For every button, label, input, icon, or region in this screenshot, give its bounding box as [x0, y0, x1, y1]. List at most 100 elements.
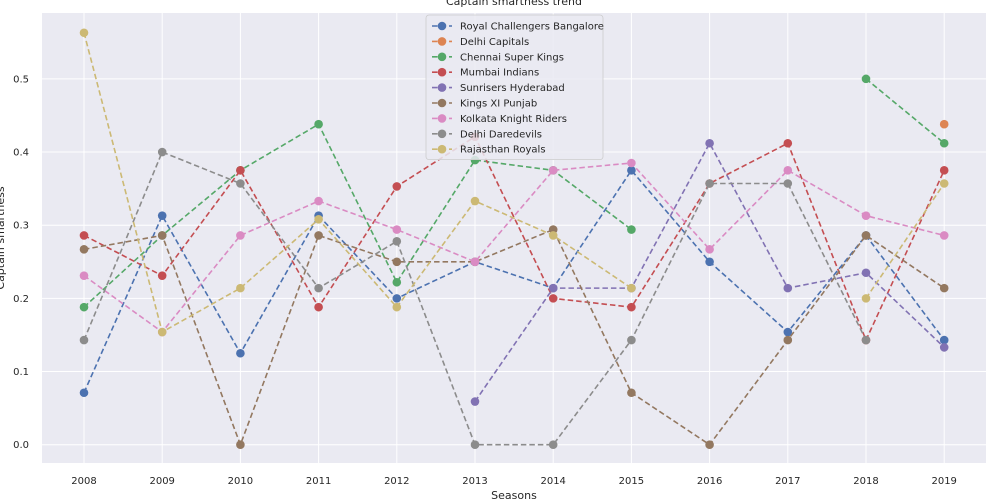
legend-marker — [437, 114, 447, 123]
series-line — [83, 162, 945, 334]
data-point — [627, 166, 636, 175]
tick-labels: 0.0 0.1 0.2 0.3 0.4 0.5 2008 2009 2010 2011 2012 20… — [13, 74, 957, 487]
data-point — [157, 327, 167, 337]
legend-marker — [437, 98, 447, 108]
data-point — [861, 294, 871, 303]
data-point — [705, 179, 714, 188]
series-rajasthan-royals — [79, 28, 949, 337]
data-point — [236, 348, 245, 358]
x-tick-label: 2018 — [853, 476, 878, 487]
y-axis-label: Captain smartness — [0, 186, 7, 289]
data-point — [627, 225, 636, 234]
x-tick-label: 2015 — [619, 476, 644, 487]
x-tick-label: 2010 — [228, 476, 253, 487]
legend-label: Royal Challengers Bangalore — [460, 22, 604, 33]
data-point — [314, 283, 323, 293]
x-tick-label: 2011 — [306, 476, 331, 487]
legend-marker — [437, 144, 447, 154]
legend-box — [425, 14, 604, 161]
data-point — [939, 166, 949, 175]
legend-marker — [437, 129, 447, 139]
series-line — [83, 32, 632, 334]
data-point — [939, 231, 949, 240]
data-point — [392, 236, 402, 246]
legend-label: Chennai Super Kings — [460, 52, 564, 63]
y-tick-label: 0.4 — [13, 148, 29, 159]
legend-item: Delhi Capitals — [432, 37, 529, 48]
y-tick-label: 0.1 — [13, 367, 29, 378]
data-point — [314, 196, 323, 206]
legend-marker — [437, 21, 447, 31]
data-point — [157, 147, 167, 157]
x-tick-label: 2012 — [384, 476, 409, 487]
data-point — [392, 257, 402, 267]
data-point — [236, 231, 245, 240]
legend-item: Chennai Super Kings — [432, 52, 564, 63]
x-tick-label: 2014 — [540, 476, 565, 487]
data-point — [392, 182, 402, 191]
data-point — [939, 283, 949, 293]
x-tick-label: 2009 — [149, 476, 174, 487]
data-point — [236, 179, 245, 188]
legend-marker — [437, 67, 447, 77]
legend-label: Delhi Capitals — [460, 37, 529, 48]
data-point — [392, 302, 402, 312]
legend-item: Royal Challengers Bangalore — [432, 22, 604, 33]
y-tick-label: 0.2 — [13, 294, 29, 305]
x-tick-label: 2013 — [462, 476, 487, 487]
data-point — [627, 158, 636, 168]
data-point — [939, 179, 949, 188]
data-point — [314, 302, 323, 312]
data-point — [470, 257, 480, 267]
legend: Royal Challengers Bangalore Delhi Capital… — [425, 14, 604, 161]
series-line — [83, 228, 945, 447]
data-point — [157, 211, 167, 220]
legend-label: Mumbai Indians — [460, 68, 539, 79]
series-line — [865, 183, 945, 299]
data-point — [470, 196, 480, 206]
data-point — [79, 388, 89, 398]
data-point — [783, 166, 793, 175]
data-point — [548, 231, 558, 240]
data-point — [705, 257, 714, 267]
data-point — [79, 271, 89, 280]
data-point — [79, 302, 89, 312]
data-point — [392, 294, 402, 303]
data-point — [470, 397, 480, 406]
legend-item: Delhi Daredevils — [432, 129, 542, 140]
series-line — [83, 168, 945, 394]
data-point — [548, 294, 558, 303]
data-point — [79, 231, 89, 240]
y-tick-label: 0.5 — [13, 74, 29, 85]
data-point — [939, 335, 949, 345]
data-point — [236, 283, 245, 293]
legend-label: Kolkata Knight Riders — [460, 114, 567, 125]
series-line — [83, 123, 632, 308]
data-point — [314, 215, 323, 224]
data-point — [939, 119, 949, 129]
data-point — [79, 28, 89, 38]
x-tick-label: 2017 — [775, 476, 800, 487]
legend-marker — [437, 52, 447, 62]
x-tick-label: 2016 — [697, 476, 722, 487]
x-tick-label: 2019 — [931, 476, 956, 487]
legend-item: Rajasthan Royals — [432, 145, 546, 156]
data-point — [861, 335, 871, 345]
legend-item: Kolkata Knight Riders — [432, 114, 567, 125]
y-tick-label: 0.3 — [13, 221, 29, 232]
data-point — [783, 327, 793, 337]
series-line — [83, 135, 945, 343]
legend-item: Kings XI Punjab — [432, 99, 537, 110]
data-point — [314, 231, 323, 240]
x-axis-label: Seasons — [491, 489, 537, 500]
data-point — [783, 283, 793, 293]
legend-label: Sunrisers Hyderabad — [460, 83, 565, 94]
series-delhi-capitals — [939, 119, 949, 129]
legend-label: Rajasthan Royals — [460, 145, 546, 156]
data-point — [627, 283, 636, 293]
data-point — [705, 245, 714, 254]
series-delhi-daredevils — [79, 147, 871, 450]
legend-label: Kings XI Punjab — [460, 99, 537, 110]
data-point — [705, 440, 714, 450]
legend-item: Mumbai Indians — [432, 68, 539, 79]
